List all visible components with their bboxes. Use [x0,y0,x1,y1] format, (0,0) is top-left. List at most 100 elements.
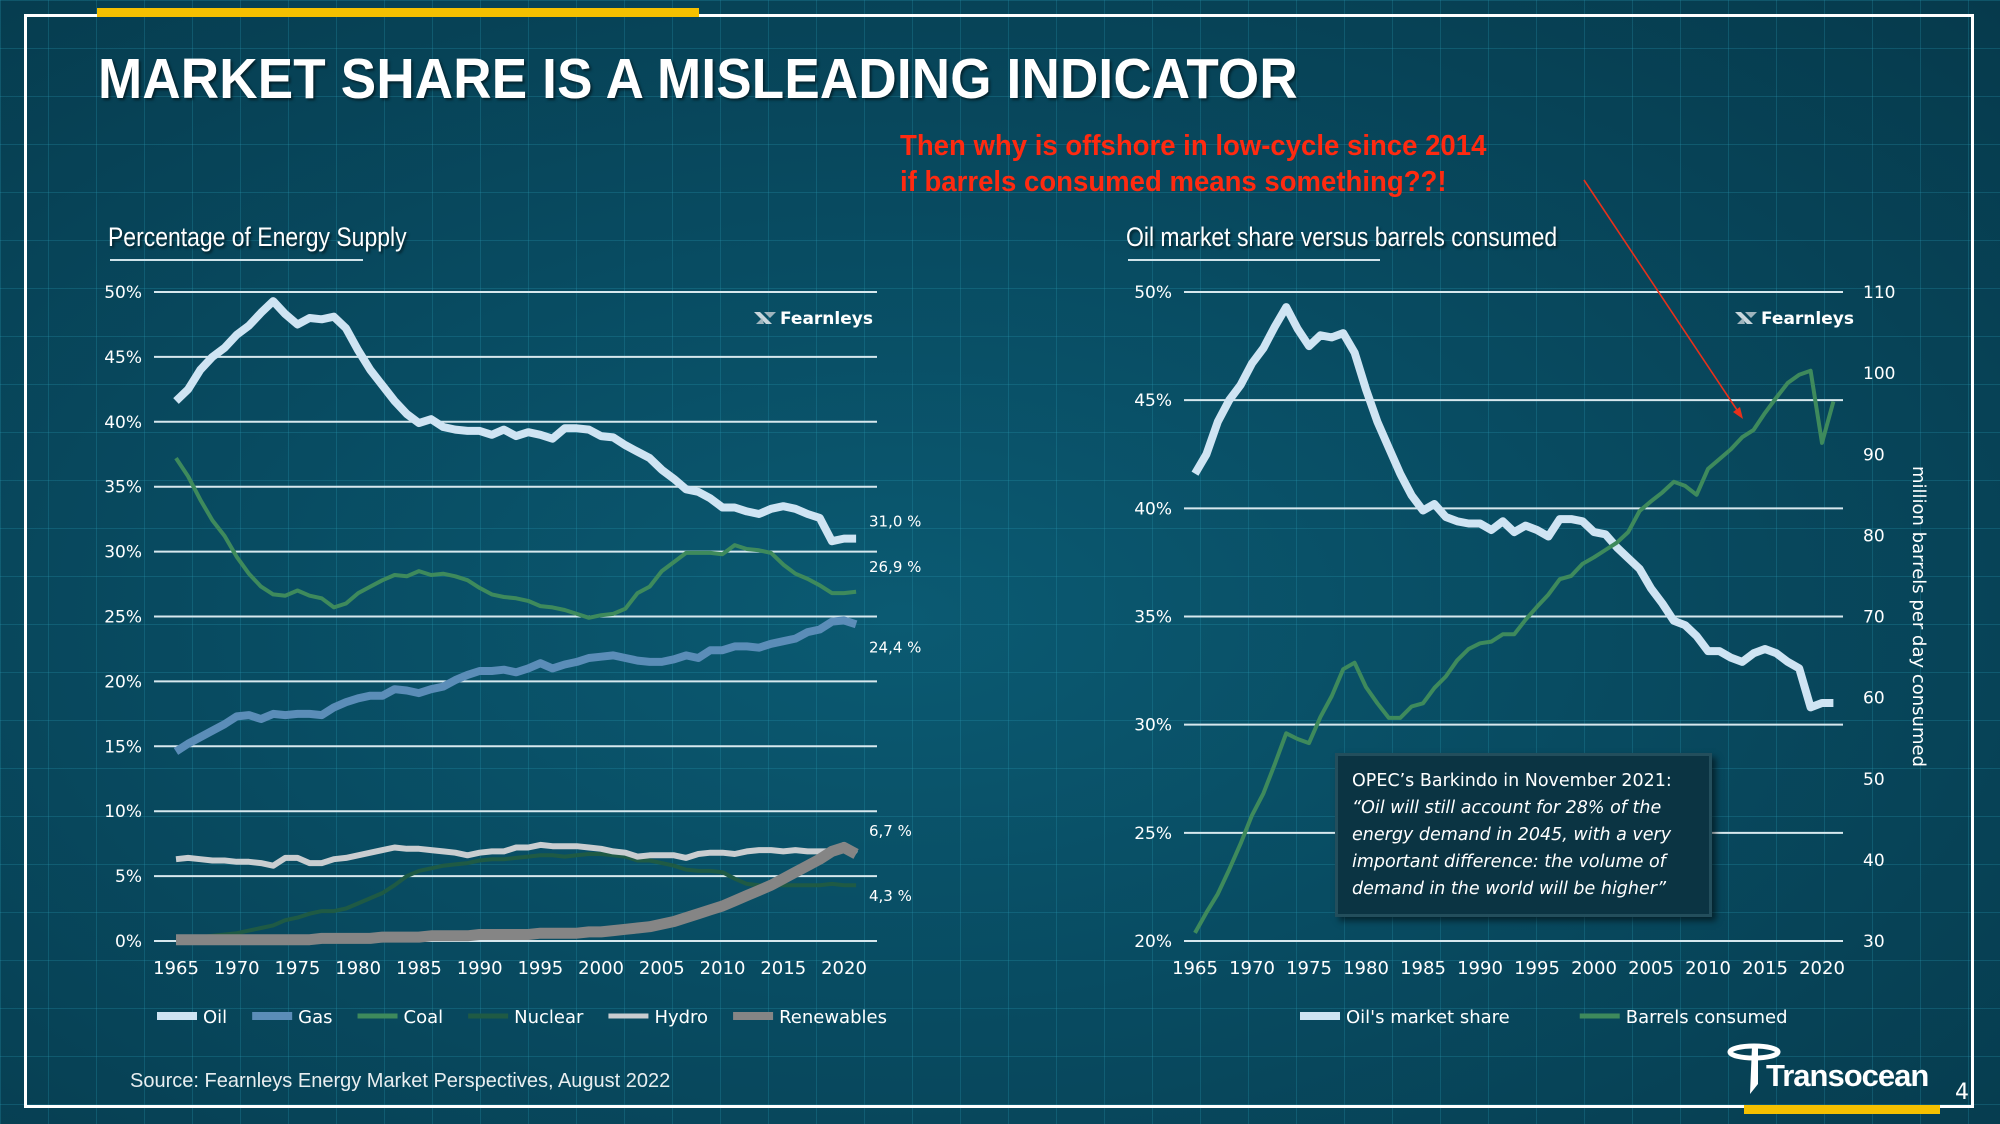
data-label-nuclear: 4,3 % [869,887,912,905]
quote-heading: OPEC’s Barkindo in November 2021: [1352,771,1672,791]
y2-tick-label: 50 [1863,770,1885,790]
legend-label: Barrels consumed [1626,1007,1788,1028]
data-label-coal: 26,9 % [869,558,921,576]
y2-tick-label: 60 [1863,689,1885,709]
x-tick-label: 1975 [275,958,321,979]
y-tick-label: 25% [1134,824,1172,844]
x-tick-label: 2010 [700,958,746,979]
y-tick-label: 20% [1134,932,1172,952]
x-tick-label: 2020 [821,958,867,979]
legend-label: Coal [404,1007,444,1028]
fearnleys-logo: Fearnleys [754,309,873,329]
x-tick-label: 1975 [1286,958,1332,979]
y2-tick-label: 70 [1863,608,1885,628]
callout-line-2: if barrels consumed means something??! [900,166,1447,198]
y-tick-label: 45% [104,348,142,368]
y2-tick-label: 40 [1863,851,1885,871]
slide-frame [24,14,1974,1108]
right-chart-title: Oil market share versus barrels consumed [1126,222,1558,252]
quote-line: “Oil will still account for 28% of the [1352,798,1662,818]
y-tick-label: 5% [115,867,142,887]
y2-tick-label: 90 [1863,445,1885,465]
series-line-coal [174,456,857,620]
transocean-logo-text: Transocean [1766,1058,1928,1093]
legend-label: Oil's market share [1346,1007,1510,1028]
callout-text: Then why is offshore in low-cycle since … [900,128,1486,200]
quote-line: important difference: the volume of [1352,852,1666,872]
y-tick-label: 35% [104,478,142,498]
x-tick-label: 1965 [1172,958,1218,979]
legend-label: Renewables [779,1007,887,1028]
y-tick-label: 10% [104,802,142,822]
right-chart-title-underline [1128,259,1380,261]
x-tick-label: 2000 [578,958,624,979]
quote-box: OPEC’s Barkindo in November 2021: “Oil w… [1335,753,1712,917]
y-tick-label: 45% [1134,391,1172,411]
x-tick-label: 1995 [1514,958,1560,979]
y2-tick-label: 30 [1863,932,1885,952]
y-tick-label: 30% [104,543,142,563]
y-tick-label: 25% [104,608,142,628]
y-tick-label: 40% [104,413,142,433]
x-tick-label: 1985 [1400,958,1446,979]
data-label-hydro: 6,7 % [869,822,912,840]
y-tick-label: 50% [1134,283,1172,303]
y-tick-label: 30% [1134,716,1172,736]
quote-line: energy demand in 2045, with a very [1352,825,1672,845]
x-tick-label: 1980 [1343,958,1389,979]
x-tick-label: 1970 [1229,958,1275,979]
top-accent-bar [97,8,699,17]
series-line-oil [173,297,857,546]
x-tick-label: 2020 [1799,958,1845,979]
x-tick-label: 1965 [153,958,199,979]
x-tick-label: 2015 [760,958,806,979]
y-tick-label: 40% [1134,499,1172,519]
x-tick-label: 1985 [396,958,442,979]
quote-line: demand in the world will be higher” [1352,879,1667,899]
fearnleys-logo-icon [754,312,772,324]
y-tick-label: 50% [104,283,142,303]
y-tick-label: 0% [115,932,142,952]
callout-line-1: Then why is offshore in low-cycle since … [900,130,1487,162]
y2-tick-label: 110 [1863,283,1895,303]
x-tick-label: 2005 [639,958,685,979]
fearnleys-logo: Fearnleys [1735,309,1854,329]
series-line-renewables [176,842,859,946]
x-tick-label: 1990 [1457,958,1503,979]
x-tick-label: 2005 [1628,958,1674,979]
page-number: 4 [1955,1080,1969,1105]
x-tick-label: 1995 [517,958,563,979]
y-tick-label: 15% [104,737,142,757]
legend-label: Oil [203,1007,227,1028]
y-tick-label: 20% [104,672,142,692]
data-label-gas: 24,4 % [869,638,921,656]
source-note: Source: Fearnleys Energy Market Perspect… [130,1070,671,1092]
bottom-accent-bar [1744,1105,1940,1114]
slide-title: MARKET SHARE IS A MISLEADING INDICATOR [98,47,1298,111]
left-chart-title: Percentage of Energy Supply [108,222,407,252]
series-line-barrels-consumed [1193,368,1836,934]
y2-tick-label: 80 [1863,526,1885,546]
fearnleys-logo-text: Fearnleys [780,309,873,329]
x-tick-label: 2010 [1685,958,1731,979]
x-tick-label: 1980 [335,958,381,979]
series-line-gas [173,616,858,755]
y2-tick-label: 100 [1863,364,1895,384]
x-tick-label: 2015 [1742,958,1788,979]
legend-label: Gas [298,1007,332,1028]
series-line-oil-s-market-share [1191,303,1834,712]
series-line-nuclear [175,852,857,942]
y2-axis-label: million barrels per day consumed [1908,466,1929,767]
fearnleys-logo-icon [1737,312,1757,324]
x-tick-label: 1990 [457,958,503,979]
y-tick-label: 35% [1134,608,1172,628]
left-chart-title-underline [110,259,363,261]
legend-label: Nuclear [514,1007,584,1028]
legend-label: Hydro [654,1007,708,1028]
fearnleys-logo-text: Fearnleys [1761,309,1854,329]
x-tick-label: 1970 [214,958,260,979]
x-tick-label: 2000 [1571,958,1617,979]
fearnleys-logo-icon [756,312,776,324]
series-line-hydro [175,841,858,869]
